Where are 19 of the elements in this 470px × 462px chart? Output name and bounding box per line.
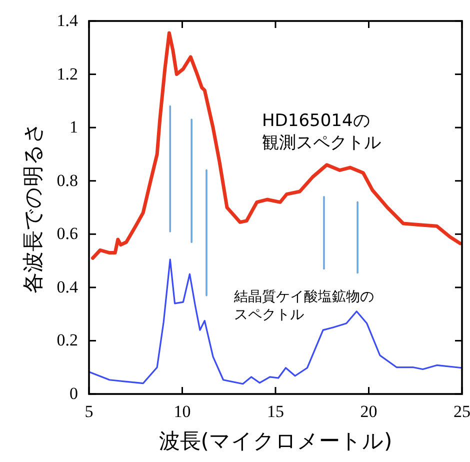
x-tick-label: 15: [267, 402, 284, 421]
y-tick-label: 0.2: [56, 330, 78, 350]
x-tick-label: 25: [454, 402, 470, 421]
y-tick-label: 0.8: [56, 170, 78, 190]
y-tick-label: 0.4: [56, 277, 78, 296]
y-tick-label: 1: [70, 118, 78, 137]
line-series: [90, 31, 462, 260]
y-tick-label: 0.6: [56, 224, 78, 244]
x-axis-title: 波長(マイクロメートル): [158, 429, 392, 453]
y-tick-label: 1.4: [56, 11, 78, 30]
x-tick-label: 20: [360, 402, 378, 421]
annotation: 結晶質ケイ酸塩鉱物のスペクトル: [233, 289, 374, 324]
x-tick-label: 10: [174, 402, 191, 421]
y-tick-label: 0: [70, 384, 78, 403]
x-tick-label: 5: [84, 402, 94, 421]
line-series: [89, 258, 462, 385]
y-tick-label: 1.2: [56, 64, 78, 84]
y-axis-title: 各波長での明るさ: [21, 122, 45, 294]
annotation: HD165014の観測スペクトル: [262, 111, 381, 154]
